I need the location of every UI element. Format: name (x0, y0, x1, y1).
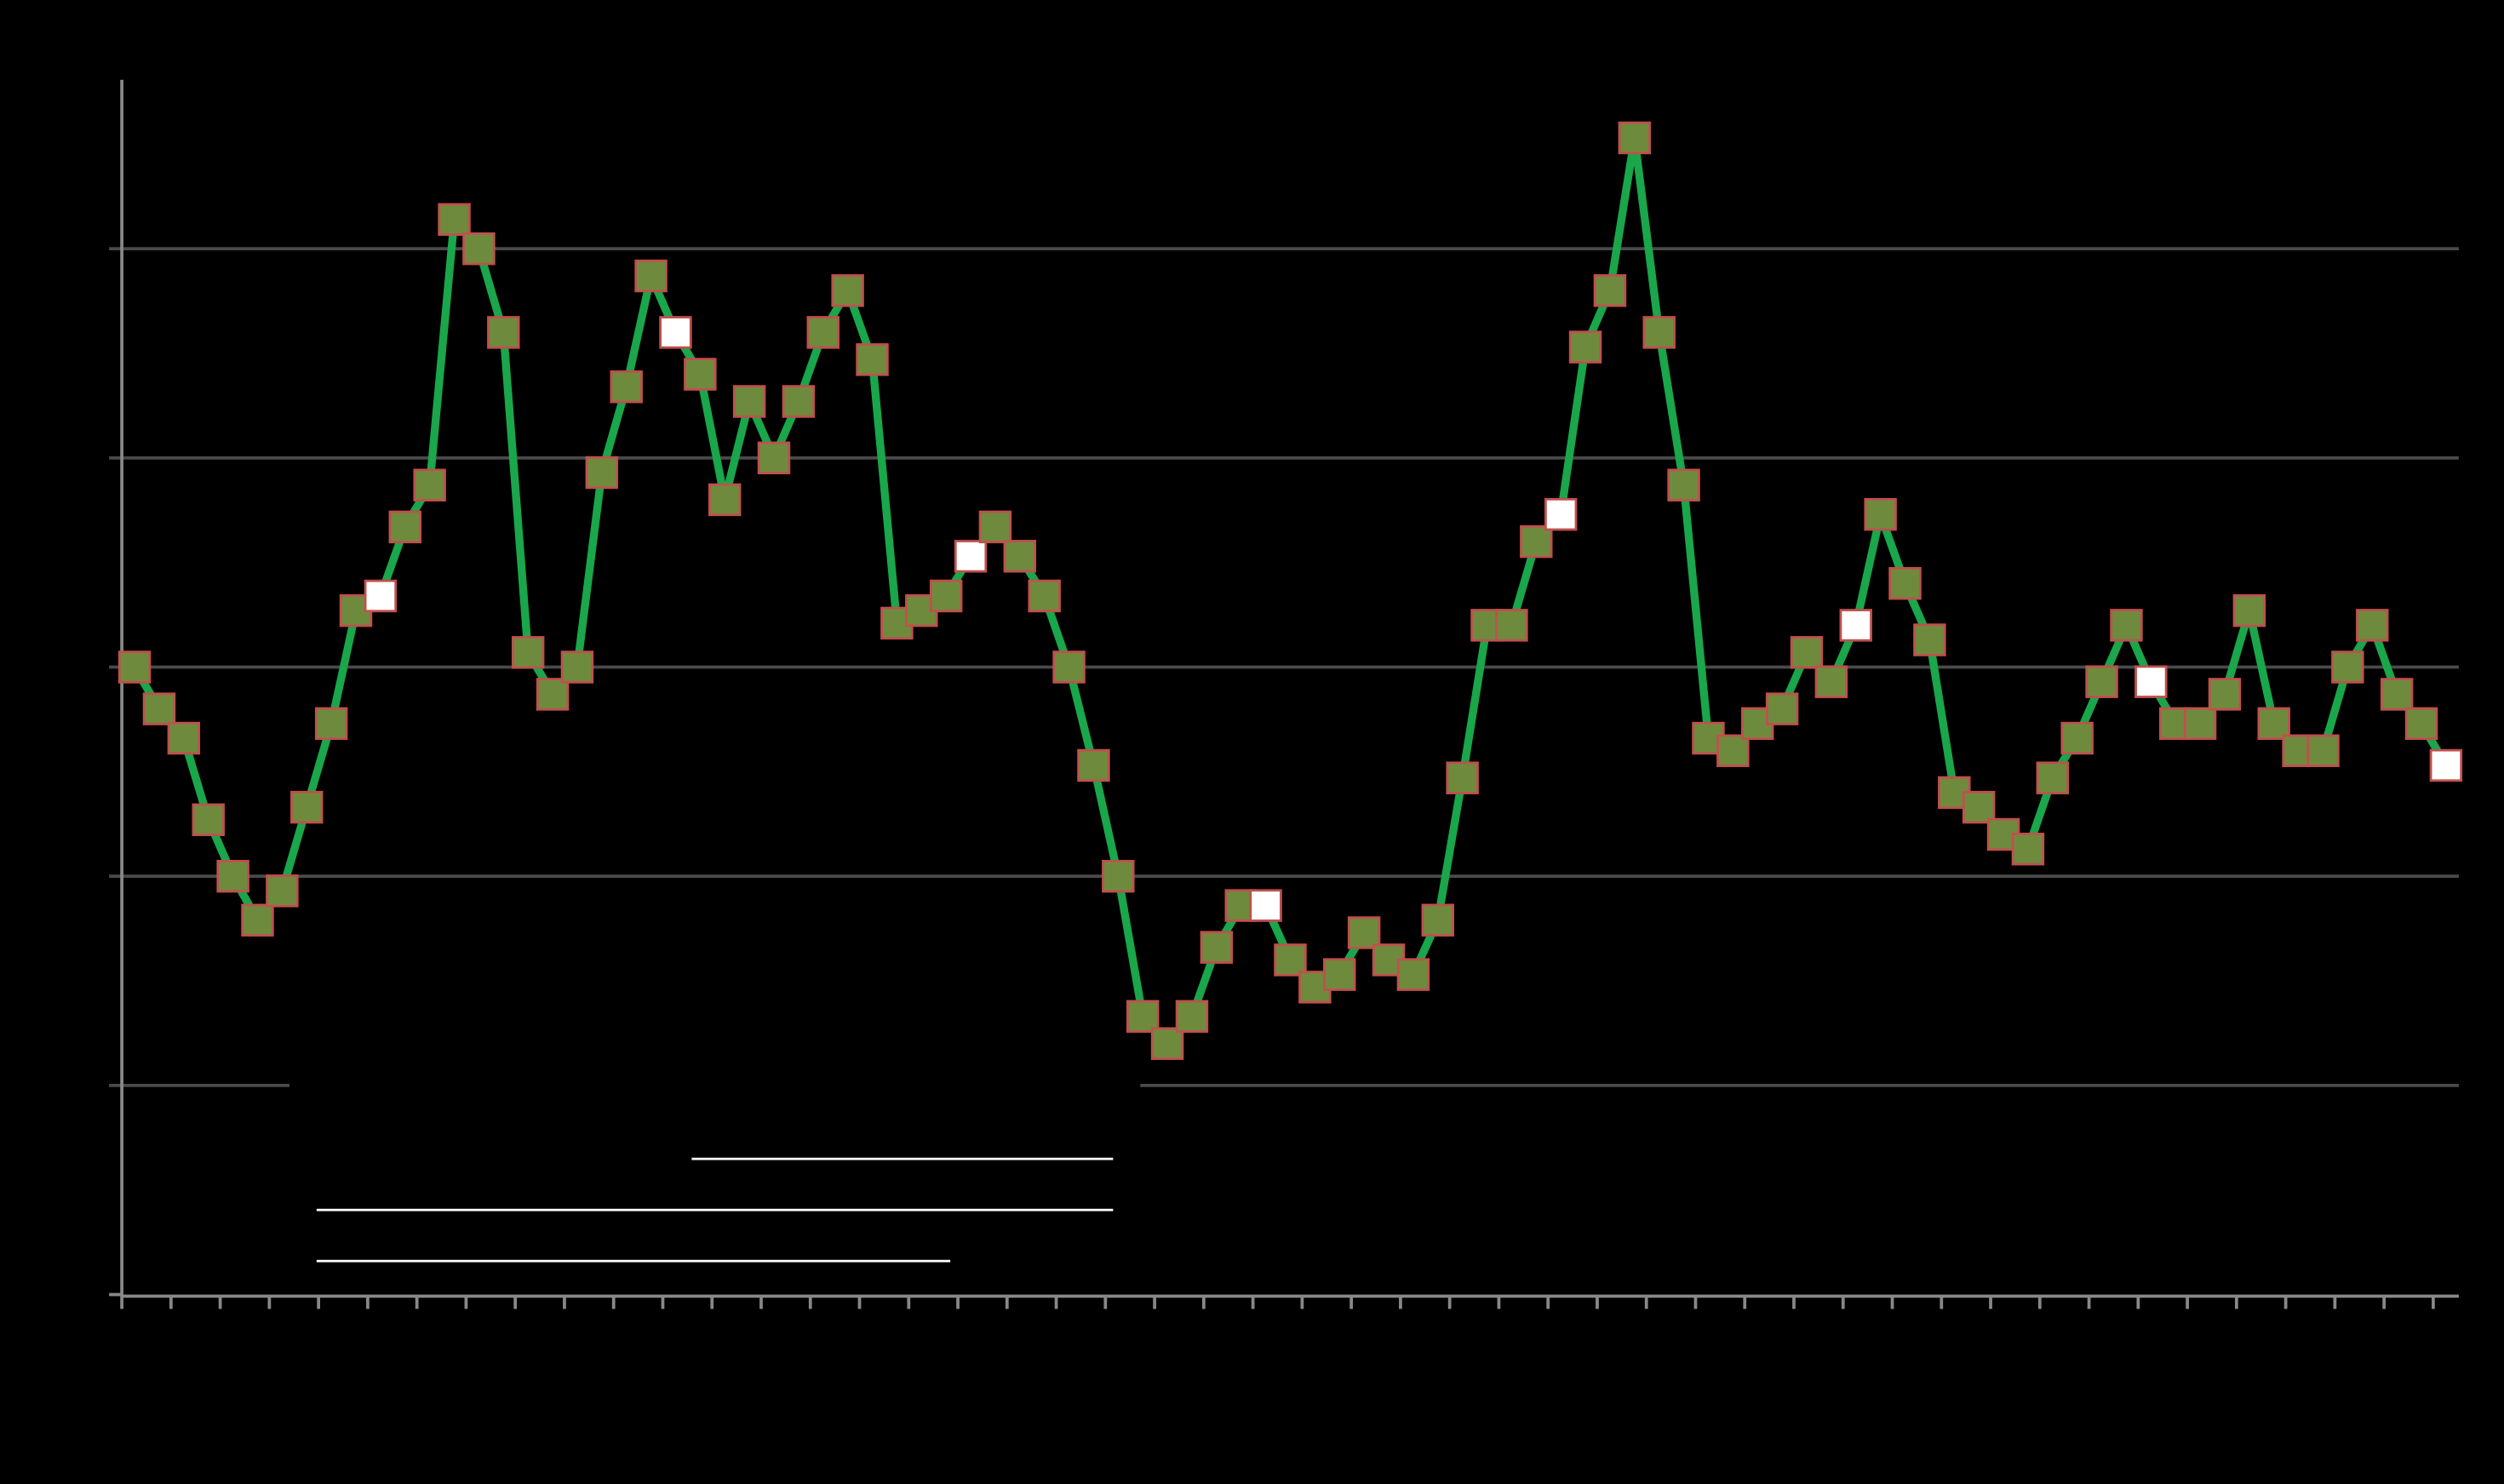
data-point (2306, 734, 2340, 767)
data-point (241, 903, 274, 937)
data-point (1150, 1027, 1184, 1060)
data-point (1520, 524, 1553, 559)
data-point (708, 483, 742, 517)
data-point (192, 803, 225, 837)
x-ticks (120, 1296, 2435, 1309)
data-point (1839, 609, 1872, 642)
data-point (2208, 678, 2242, 711)
data-point (610, 370, 643, 404)
data-point (2356, 609, 2389, 642)
data-point (1593, 274, 1627, 307)
data-point (266, 874, 299, 908)
data-point (831, 274, 864, 307)
data-point (216, 859, 249, 893)
data-point (536, 678, 570, 711)
data-point (2183, 707, 2217, 741)
legend-box (289, 1057, 1141, 1293)
data-point (1716, 734, 1750, 767)
data-point (438, 203, 471, 236)
data-point (364, 579, 398, 613)
data-point (314, 707, 348, 741)
data-point (1200, 931, 1234, 964)
data-point (954, 540, 988, 573)
data-point (388, 510, 422, 544)
data-point (1421, 903, 1454, 937)
data-point (856, 343, 889, 376)
data-point (1446, 761, 1479, 794)
data-point (1568, 330, 1602, 364)
plot (117, 121, 2463, 1060)
y-tick-label: 0 (85, 1279, 100, 1307)
data-point (2404, 707, 2438, 741)
data-point (1323, 958, 1356, 991)
data-point (2331, 650, 2364, 684)
data-point (1642, 316, 1676, 349)
data-point (634, 259, 668, 293)
data-point (1962, 790, 1996, 824)
data-point (2429, 748, 2463, 782)
data-point (1274, 943, 1307, 977)
data-point (1667, 468, 1700, 501)
data-point (2085, 665, 2118, 698)
data-point (1028, 579, 1061, 613)
data-point (684, 358, 717, 391)
data-point (1347, 916, 1381, 949)
data-point (2257, 707, 2290, 741)
data-point (142, 692, 176, 725)
data-point (1864, 497, 1897, 531)
data-point (2060, 721, 2094, 755)
data-point (487, 316, 520, 349)
data-point (659, 316, 692, 349)
data-point (2036, 761, 2070, 794)
data-point (1126, 1000, 1160, 1033)
data-point (1888, 567, 1922, 600)
data-point (929, 579, 963, 613)
data-point (462, 232, 496, 266)
data-point (1249, 889, 1282, 922)
data-point (978, 510, 1012, 544)
data-point (782, 385, 816, 418)
data-point (2110, 609, 2143, 642)
data-point (1765, 692, 1799, 725)
data-point (413, 468, 446, 501)
data-point (560, 650, 594, 684)
data-point (732, 385, 766, 418)
data-point (1003, 540, 1037, 573)
grid: 0 1 2 3 4 5 (85, 233, 2459, 1307)
data-point (2232, 593, 2266, 627)
data-point (1495, 609, 1528, 642)
data-point (1102, 859, 1135, 893)
y-tick-label: 3 (85, 651, 100, 679)
y-tick-label: 1 (85, 1070, 100, 1098)
y-tick-label: 5 (85, 233, 100, 261)
data-point (1544, 497, 1578, 531)
data-point (117, 650, 152, 684)
data-point (1175, 1000, 1209, 1033)
y-tick-label: 2 (85, 861, 100, 889)
data-point (1913, 623, 1946, 656)
data-point (2134, 665, 2168, 698)
data-point (1814, 665, 1848, 698)
data-point (1790, 636, 1824, 669)
data-point (167, 721, 201, 755)
data-point (806, 316, 839, 349)
data-point (290, 790, 324, 824)
data-point (757, 441, 791, 475)
data-point (2380, 678, 2414, 711)
data-point (1618, 121, 1652, 155)
y-tick-label: 4 (85, 443, 100, 471)
data-point (1396, 958, 1430, 991)
data-point (2011, 833, 2045, 866)
data-point (1077, 748, 1110, 782)
data-point (1052, 650, 1086, 684)
data-point (585, 456, 619, 490)
data-point (511, 636, 545, 669)
